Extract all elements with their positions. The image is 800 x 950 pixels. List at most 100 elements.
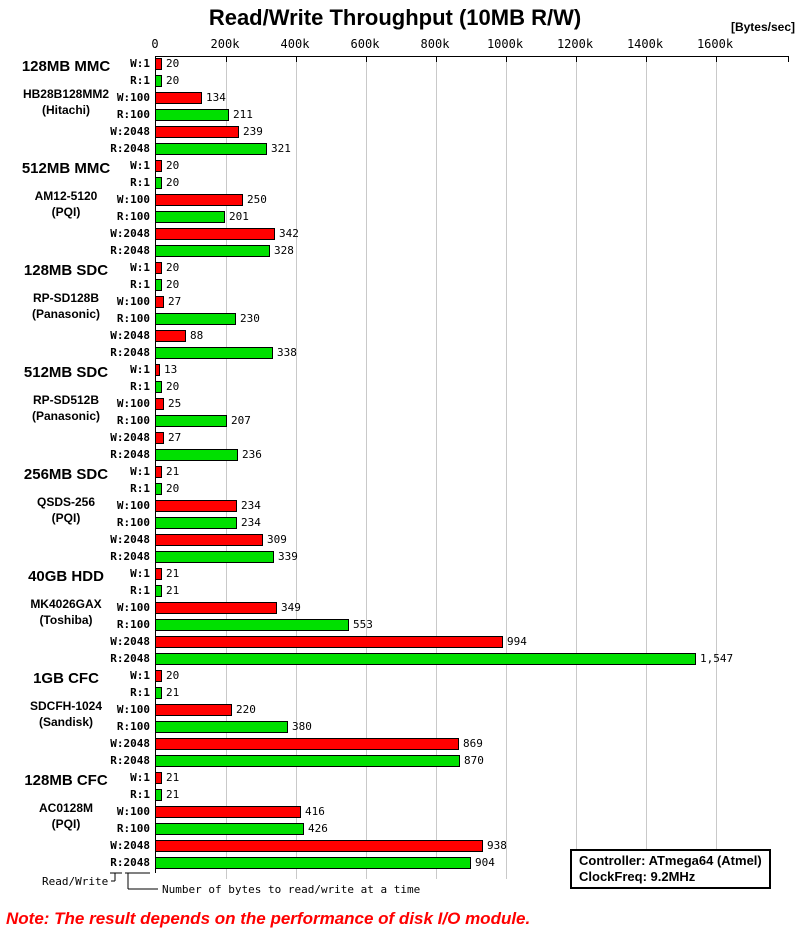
bar-value-label: 234 xyxy=(241,499,261,512)
bar-row-label: W:1 xyxy=(130,669,150,682)
read-bar xyxy=(155,279,162,291)
write-bar xyxy=(155,466,162,478)
bar-value-label: 870 xyxy=(464,754,484,767)
bar-value-label: 207 xyxy=(231,414,251,427)
write-bar xyxy=(155,364,160,376)
read-bar xyxy=(155,75,162,87)
device-name: 1GB CFC xyxy=(33,670,99,687)
read-bar xyxy=(155,585,162,597)
bar-value-label: 21 xyxy=(166,686,180,699)
bar-value-label: 211 xyxy=(233,108,253,121)
write-bar xyxy=(155,58,162,70)
bar-value-label: 380 xyxy=(292,720,312,733)
gridline xyxy=(716,57,717,879)
axis-tick xyxy=(506,57,507,62)
write-bar xyxy=(155,262,162,274)
device-model: RP-SD128B xyxy=(32,291,100,305)
info-clockfreq: ClockFreq: 9.2MHz xyxy=(579,869,696,884)
bar-row-label: W:100 xyxy=(116,499,150,512)
read-bar xyxy=(155,109,229,121)
gridline xyxy=(436,57,437,879)
bar-row-label: R:2048 xyxy=(110,754,150,767)
bar-row-label: R:100 xyxy=(116,618,150,631)
device-label-block: 512MB SDC RP-SD512B (Panasonic) xyxy=(0,364,132,423)
device-name: 128MB CFC xyxy=(24,772,108,789)
axis-tick xyxy=(646,57,647,62)
bar-row-label: W:2048 xyxy=(110,533,150,546)
bar-row-label: W:1 xyxy=(130,567,150,580)
write-bar xyxy=(155,636,503,648)
device-vendor: (Panasonic) xyxy=(31,409,100,423)
read-bar xyxy=(155,177,162,189)
x-tick-label: 1200k xyxy=(556,37,594,51)
bar-value-label: 309 xyxy=(267,533,287,546)
bar-value-label: 20 xyxy=(166,380,180,393)
device-model: AM12-5120 xyxy=(34,189,98,203)
bar-row-label: R:100 xyxy=(116,516,150,529)
bar-row-label: W:2048 xyxy=(110,839,150,852)
gridline xyxy=(646,57,647,879)
bar-value-label: 553 xyxy=(353,618,373,631)
bar-row-label: W:2048 xyxy=(110,227,150,240)
read-bar xyxy=(155,789,162,801)
device-name: 128MB SDC xyxy=(23,262,109,279)
bar-row-label: R:1 xyxy=(130,686,150,699)
bar-value-label: 20 xyxy=(166,669,180,682)
gridline xyxy=(226,57,227,879)
read-bar xyxy=(155,721,288,733)
device-model: SDCFH-1024 xyxy=(29,699,103,713)
read-bar xyxy=(155,619,349,631)
read-bar xyxy=(155,687,162,699)
device-model: HB28B128MM2 xyxy=(22,87,110,101)
bar-value-label: 27 xyxy=(168,295,182,308)
x-tick-label: 400k xyxy=(280,37,310,51)
bar-value-label: 201 xyxy=(229,210,249,223)
device-label-block: 256MB SDC QSDS-256 (PQI) xyxy=(0,466,132,525)
bar-row-label: W:1 xyxy=(130,363,150,376)
x-tick-label: 1600k xyxy=(696,37,734,51)
read-bar xyxy=(155,381,162,393)
device-vendor: (Toshiba) xyxy=(39,613,93,627)
device-vendor: (Hitachi) xyxy=(42,103,90,117)
bar-value-label: 230 xyxy=(240,312,260,325)
axis-tick xyxy=(226,57,227,62)
bar-value-label: 1,547 xyxy=(700,652,734,665)
device-label-block: 40GB HDD MK4026GAX (Toshiba) xyxy=(0,568,132,627)
write-bar xyxy=(155,568,162,580)
bar-value-label: 234 xyxy=(241,516,261,529)
bar-value-label: 20 xyxy=(166,176,180,189)
device-name: 256MB SDC xyxy=(23,466,109,483)
bar-row-label: R:1 xyxy=(130,380,150,393)
device-model: RP-SD512B xyxy=(32,393,100,407)
write-bar xyxy=(155,840,483,852)
bar-row-label: W:1 xyxy=(130,771,150,784)
chart-title: Read/Write Throughput (10MB R/W) xyxy=(208,5,582,30)
bar-row-label: W:1 xyxy=(130,57,150,70)
bar-value-label: 994 xyxy=(507,635,527,648)
bar-row-label: W:2048 xyxy=(110,635,150,648)
axis-end-tick xyxy=(788,57,789,62)
bar-row-label: R:1 xyxy=(130,788,150,801)
bar-row-label: R:100 xyxy=(116,414,150,427)
device-vendor: (PQI) xyxy=(51,205,81,219)
read-bar xyxy=(155,517,237,529)
write-bar xyxy=(155,534,263,546)
bar-row-label: W:2048 xyxy=(110,431,150,444)
bar-value-label: 321 xyxy=(271,142,291,155)
bar-value-label: 416 xyxy=(305,805,325,818)
bar-value-label: 426 xyxy=(308,822,328,835)
read-bar xyxy=(155,551,274,563)
axis-tick xyxy=(576,57,577,62)
x-tick-label: 600k xyxy=(350,37,380,51)
bar-row-label: R:2048 xyxy=(110,652,150,665)
read-bar xyxy=(155,755,460,767)
plot-area xyxy=(155,56,789,879)
device-vendor: (Sandisk) xyxy=(38,715,93,729)
device-label-block: 128MB SDC RP-SD128B (Panasonic) xyxy=(0,262,132,321)
bar-row-label: R:100 xyxy=(116,210,150,223)
x-tick-label: 200k xyxy=(210,37,240,51)
bar-value-label: 339 xyxy=(278,550,298,563)
note-text: Note: The result depends on the performa… xyxy=(6,909,531,928)
bar-value-label: 134 xyxy=(206,91,226,104)
footnote-bytes-label: Number of bytes to read/write at a time xyxy=(162,883,421,896)
